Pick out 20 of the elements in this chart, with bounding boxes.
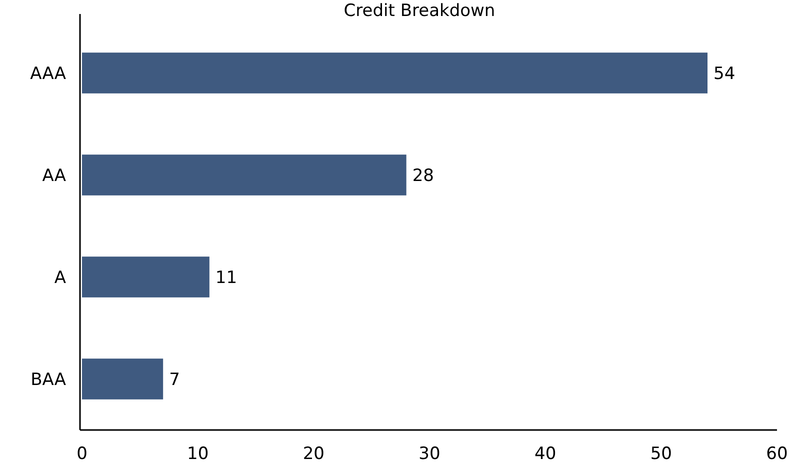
data-label: 54 bbox=[714, 64, 736, 84]
bar bbox=[82, 358, 164, 400]
data-label: 28 bbox=[412, 166, 434, 186]
x-tick-label: 60 bbox=[766, 444, 788, 464]
chart-title: Credit Breakdown bbox=[344, 1, 496, 21]
x-tick-label: 10 bbox=[187, 444, 209, 464]
bar bbox=[82, 52, 708, 94]
x-tick-label: 40 bbox=[534, 444, 556, 464]
bar bbox=[82, 256, 210, 298]
y-tick-label: A bbox=[54, 268, 66, 288]
y-tick-label: AAA bbox=[30, 64, 66, 84]
y-tick-label: BAA bbox=[30, 370, 66, 390]
x-tick-label: 50 bbox=[650, 444, 672, 464]
data-label: 7 bbox=[169, 370, 180, 390]
bar bbox=[82, 154, 406, 196]
data-label: 11 bbox=[215, 268, 238, 288]
y-tick-label: AA bbox=[42, 166, 66, 186]
x-tick-label: 20 bbox=[302, 444, 324, 464]
x-tick-label: 30 bbox=[418, 444, 440, 464]
x-tick-label: 0 bbox=[76, 444, 88, 464]
